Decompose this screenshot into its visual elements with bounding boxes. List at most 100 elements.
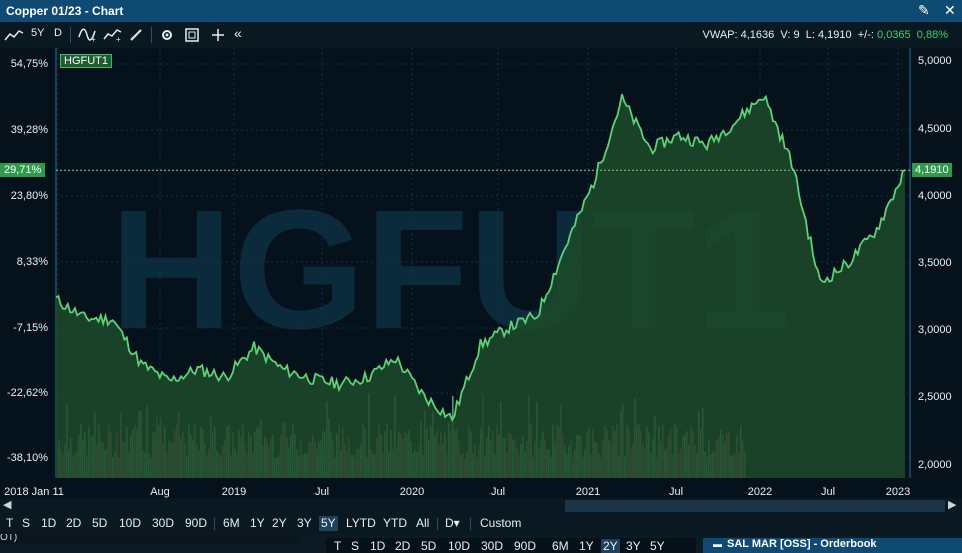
- time-axis-label: Jul: [314, 486, 330, 498]
- compare-icon[interactable]: +: [103, 27, 123, 43]
- period-selector[interactable]: 5Y: [31, 27, 45, 39]
- range-button[interactable]: D▾: [445, 516, 460, 530]
- range-button-2[interactable]: S: [351, 539, 360, 553]
- time-axis-label: Jul: [820, 486, 836, 498]
- price-chart[interactable]: HGFUT1 HGFUT1 54,75% 39,28% 23,80% 8,33% -7,…: [0, 48, 962, 498]
- range-button-2[interactable]: T: [334, 539, 342, 553]
- row-fragment: OT): [0, 534, 18, 543]
- line-chart-icon[interactable]: [4, 28, 24, 42]
- time-axis-label: 2018 Jan 11: [4, 486, 64, 498]
- volume-value: 9: [793, 29, 800, 41]
- toolbar-divider: [70, 27, 71, 43]
- time-axis-label: Jul: [490, 486, 506, 498]
- window-titlebar: Copper 01/23 - Chart ✎ ✕: [0, 0, 962, 22]
- scroll-left-arrow[interactable]: ◀: [3, 499, 12, 511]
- scroll-right-arrow[interactable]: ▶: [948, 499, 957, 511]
- range-button-2[interactable]: 2D: [395, 539, 411, 553]
- symbol-tag[interactable]: HGFUT1: [60, 54, 112, 68]
- change-value: 0,0365: [877, 29, 911, 41]
- time-axis-label: 2019: [221, 486, 247, 498]
- range-button[interactable]: 5Y: [319, 516, 338, 531]
- range-button-2[interactable]: 10D: [448, 539, 471, 553]
- vwap-value: 4,1636: [740, 29, 775, 41]
- range-button-2[interactable]: 3Y: [626, 539, 641, 553]
- range-selector: T S 1D 2D 5D 10D 30D 90D 6M 1Y 2Y 3Y 5Y LYTD YTD All D▾ C…: [0, 514, 962, 534]
- time-axis-label: 2022: [747, 486, 773, 498]
- time-axis-label: Aug: [150, 486, 170, 498]
- right-axis-tick: 5,0000: [918, 55, 952, 68]
- time-axis-label: 2021: [575, 486, 601, 498]
- range-divider: [214, 518, 215, 530]
- indicator-icon[interactable]: +: [78, 27, 98, 43]
- range-divider: [470, 518, 471, 530]
- orderbook-panel-header[interactable]: ▬ SAL MAR [OSS] - Orderbook: [703, 538, 962, 553]
- range-button[interactable]: T: [6, 516, 14, 530]
- right-axis-tick: 2,0000: [918, 458, 952, 471]
- range-button[interactable]: 30D: [152, 516, 175, 530]
- close-icon[interactable]: ✕: [944, 2, 956, 18]
- right-axis-tick: 3,5000: [918, 257, 952, 269]
- range-button-2[interactable]: 1Y: [579, 539, 594, 553]
- range-button[interactable]: 90D: [185, 516, 208, 530]
- range-button[interactable]: 10D: [119, 516, 142, 530]
- change-label: +/-:: [857, 29, 874, 41]
- change-percent: 0,88%: [916, 29, 948, 41]
- chart-toolbar: 5Y D + + « VWAP: 4,1636 V: 9 L: 4,1910 +…: [0, 22, 962, 48]
- range-button-2[interactable]: 90D: [514, 539, 537, 553]
- background-table-row: OT): [0, 534, 300, 544]
- chart-plot[interactable]: HGFUT1: [0, 48, 962, 498]
- range-button-2[interactable]: 5Y: [650, 539, 665, 553]
- expand-icon[interactable]: ▬: [713, 539, 722, 549]
- link-icon[interactable]: ✎: [918, 2, 930, 18]
- range-button[interactable]: All: [416, 516, 430, 530]
- range-button[interactable]: S: [22, 516, 31, 530]
- volume-label: V:: [780, 29, 791, 41]
- range-button-2[interactable]: 2Y: [601, 539, 620, 553]
- background-panels: OT) T S 1D 2D 5D 10D 30D 90D 6M 1Y 2Y 3Y 5Y ▬ SAL MA…: [0, 534, 962, 553]
- price-line: [55, 94, 906, 423]
- svg-text:+: +: [91, 35, 96, 43]
- current-price-tag: 4,1910: [912, 163, 952, 178]
- range-button[interactable]: 2D: [66, 516, 82, 530]
- left-axis-tick: -22,62%: [7, 387, 48, 399]
- range-button[interactable]: 1D: [41, 516, 57, 530]
- layout-icon[interactable]: [185, 28, 199, 42]
- range-button[interactable]: YTD: [383, 516, 407, 530]
- collapse-toolbar-button[interactable]: «: [234, 25, 242, 41]
- scroll-thumb[interactable]: [565, 500, 945, 512]
- range-button[interactable]: 5D: [92, 516, 108, 530]
- vwap-label: VWAP:: [702, 29, 738, 41]
- horizontal-scrollbar[interactable]: ◀ ▶: [0, 498, 962, 514]
- range-button[interactable]: LYTD: [346, 516, 376, 530]
- left-axis-tick: -38,10%: [7, 452, 48, 464]
- time-axis-label: 2020: [399, 486, 425, 498]
- right-axis-tick: 2,5000: [918, 391, 952, 404]
- range-divider: [437, 518, 438, 530]
- range-button[interactable]: 6M: [223, 516, 240, 530]
- range-button-2[interactable]: 1D: [370, 539, 386, 553]
- range-button[interactable]: Custom: [480, 516, 522, 530]
- current-percent-tag: 29,71%: [0, 163, 46, 178]
- price-area: [56, 94, 905, 479]
- range-button-2[interactable]: 6M: [552, 539, 569, 553]
- left-axis-tick: 23,80%: [10, 190, 48, 202]
- settings-gear-icon[interactable]: [160, 28, 174, 42]
- interval-selector[interactable]: D: [54, 27, 62, 39]
- last-value: 4,1910: [817, 29, 852, 41]
- right-axis-tick: 3,0000: [918, 324, 952, 337]
- left-axis-tick: 8,33%: [16, 256, 48, 268]
- crosshair-icon[interactable]: [211, 28, 225, 42]
- svg-text:+: +: [116, 35, 121, 43]
- range-button[interactable]: 1Y: [250, 516, 265, 530]
- range-button[interactable]: 2Y: [272, 516, 287, 530]
- range-button[interactable]: 3Y: [297, 516, 312, 530]
- range-button-2[interactable]: 30D: [481, 539, 504, 553]
- left-axis-tick: -7,15%: [13, 322, 48, 334]
- window-title: Copper 01/23 - Chart: [6, 4, 124, 18]
- draw-pen-icon[interactable]: [129, 28, 143, 42]
- orderbook-title: SAL MAR [OSS] - Orderbook: [727, 538, 877, 550]
- left-axis-tick: 39,28%: [10, 124, 48, 136]
- quote-summary: VWAP: 4,1636 V: 9 L: 4,1910 +/-: 0,0365 …: [703, 29, 948, 41]
- range-button-2[interactable]: 5D: [421, 539, 437, 553]
- right-axis-tick: 4,0000: [918, 189, 952, 202]
